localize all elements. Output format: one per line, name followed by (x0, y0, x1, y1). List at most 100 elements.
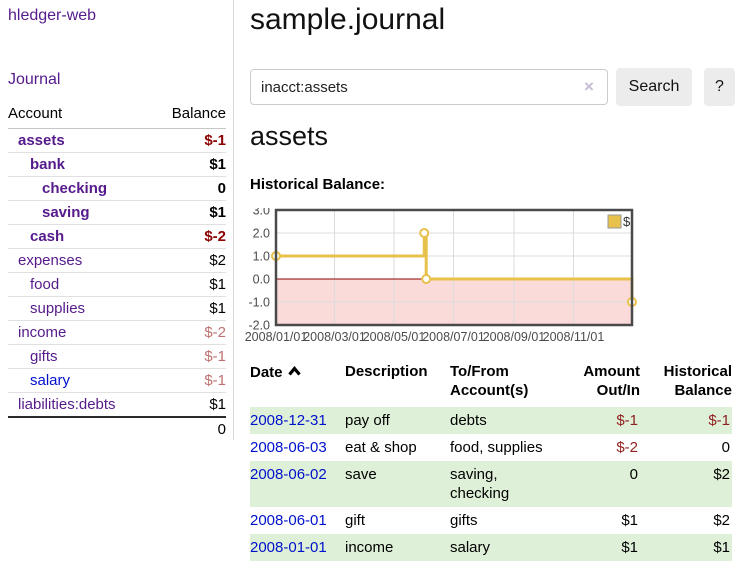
svg-text:2008/07/01: 2008/07/01 (422, 330, 485, 344)
transaction-date-link[interactable]: 2008-12-31 (250, 412, 327, 429)
clear-search-icon[interactable]: × (584, 77, 594, 96)
account-balance: $-1 (152, 128, 226, 153)
register-header-row: Date Description To/From Account(s) Amou… (250, 362, 732, 407)
page-title: sample.journal (250, 3, 446, 36)
transaction-balance: $1 (713, 539, 730, 556)
transaction-description: save (345, 466, 377, 483)
sort-ascending-icon (287, 362, 301, 381)
balance-column-header: Balance (152, 102, 226, 129)
sidebar-account-expenses[interactable]: expenses (18, 252, 83, 269)
search-button[interactable]: Search (616, 68, 692, 106)
accounts-total-row: 0 (8, 416, 226, 441)
account-row: bank $1 (8, 152, 226, 177)
svg-text:2008/09/01: 2008/09/01 (483, 330, 546, 344)
account-heading: assets (250, 121, 329, 151)
account-row: gifts $-1 (8, 344, 226, 369)
sidebar-divider (233, 0, 234, 440)
account-row: saving $1 (8, 200, 226, 225)
account-row: checking 0 (8, 176, 226, 201)
transaction-balance: $-1 (708, 412, 730, 429)
transaction-amount: 0 (629, 466, 638, 483)
transaction-row: 2008-12-31 pay off debts $-1 $-1 (250, 407, 732, 434)
help-button[interactable]: ? (704, 68, 735, 106)
sidebar-item-journal[interactable]: Journal (8, 71, 61, 88)
accounts-balance-table: Account Balance assets $-1 bank $1 checking 0… (8, 102, 226, 441)
sidebar-account-salary[interactable]: salary (30, 372, 71, 389)
account-row: expenses $2 (8, 248, 226, 273)
accounts-header-row: Account Balance (8, 102, 226, 129)
transaction-accounts: debts (450, 412, 487, 429)
sidebar-account-food[interactable]: food (30, 276, 60, 293)
account-balance: $1 (152, 392, 226, 418)
transaction-amount: $1 (621, 512, 638, 529)
account-balance: $2 (152, 248, 226, 273)
transaction-amount: $-2 (616, 439, 638, 456)
transaction-accounts: food, supplies (450, 439, 543, 456)
transaction-amount: $-1 (616, 412, 638, 429)
transaction-row: 2008-06-02 save saving, checking 0 $2 (250, 461, 732, 507)
app-title-link[interactable]: hledger-web (8, 7, 97, 24)
accounts-column-header: To/From Account(s) (450, 363, 529, 399)
search-input[interactable] (250, 69, 608, 105)
transaction-description: eat & shop (345, 439, 417, 456)
account-balance: $1 (152, 296, 226, 321)
register-table: Date Description To/From Account(s) Amou… (250, 362, 732, 561)
svg-text:-1.0: -1.0 (248, 296, 270, 310)
account-balance: $1 (152, 272, 226, 297)
account-balance: $1 (152, 200, 226, 225)
account-balance: $1 (152, 152, 226, 177)
sidebar-account-liabilities-debts[interactable]: liabilities:debts (18, 396, 116, 413)
sidebar-account-cash[interactable]: cash (30, 228, 65, 245)
sidebar-account-supplies[interactable]: supplies (30, 300, 86, 317)
transaction-balance: $2 (713, 466, 730, 483)
account-balance: $-1 (152, 344, 226, 369)
account-row: income $-2 (8, 320, 226, 345)
chart-title: Historical Balance: (250, 176, 386, 193)
account-row: food $1 (8, 272, 226, 297)
svg-text:2008/03/01: 2008/03/01 (303, 330, 366, 344)
sidebar-account-gifts[interactable]: gifts (30, 348, 58, 365)
account-row: supplies $1 (8, 296, 226, 321)
account-row: liabilities:debts $1 (8, 392, 226, 418)
transaction-row: 2008-01-01 income salary $1 $1 (250, 534, 732, 561)
transaction-date-link[interactable]: 2008-06-01 (250, 512, 327, 529)
sidebar-account-assets[interactable]: assets (18, 132, 65, 149)
transaction-row: 2008-06-01 gift gifts $1 $2 (250, 507, 732, 534)
account-row: cash $-2 (8, 224, 226, 249)
sidebar-account-income[interactable]: income (18, 324, 67, 341)
svg-text:2008/11/01: 2008/11/01 (543, 330, 605, 344)
transaction-accounts: saving, checking (450, 466, 510, 502)
account-row: assets $-1 (8, 128, 226, 153)
sidebar-account-bank[interactable]: bank (30, 156, 66, 173)
sidebar-account-checking[interactable]: checking (42, 180, 108, 197)
accounts-total-value: 0 (152, 416, 226, 441)
transaction-balance: $2 (713, 512, 730, 529)
account-column-header: Account (8, 102, 153, 129)
transaction-accounts: gifts (450, 512, 478, 529)
transaction-date-link[interactable]: 2008-06-02 (250, 466, 327, 483)
transaction-date-link[interactable]: 2008-01-01 (250, 539, 327, 556)
svg-text:1.0: 1.0 (253, 250, 270, 264)
account-row: salary $-1 (8, 368, 226, 393)
svg-text:2008/05/01: 2008/05/01 (363, 330, 426, 344)
transaction-description: pay off (345, 412, 390, 429)
account-balance: 0 (152, 176, 226, 201)
sidebar-account-saving[interactable]: saving (42, 204, 90, 221)
account-balance: $-2 (152, 224, 226, 249)
transaction-date-link[interactable]: 2008-06-03 (250, 439, 327, 456)
transaction-balance: 0 (721, 439, 730, 456)
svg-text:$: $ (623, 214, 631, 229)
transaction-row: 2008-06-03 eat & shop food, supplies $-2 0 (250, 434, 732, 461)
svg-text:3.0: 3.0 (253, 208, 270, 218)
svg-text:2.0: 2.0 (253, 227, 270, 241)
svg-text:0.0: 0.0 (253, 273, 270, 287)
description-column-header: Description (345, 363, 428, 380)
transaction-description: income (345, 539, 394, 556)
historical-balance-chart: $3.0 2.0 1.0 0.0 -1.0 -2.0 2008/01/01 2008/03/0… (242, 204, 652, 353)
svg-text:-2.0: -2.0 (248, 319, 270, 333)
transaction-description: gift (345, 512, 366, 529)
transaction-accounts: salary (450, 539, 491, 556)
amount-column-header: Amount Out/In (583, 363, 640, 399)
date-column-header[interactable]: Date (250, 362, 345, 407)
account-balance: $-2 (152, 320, 226, 345)
